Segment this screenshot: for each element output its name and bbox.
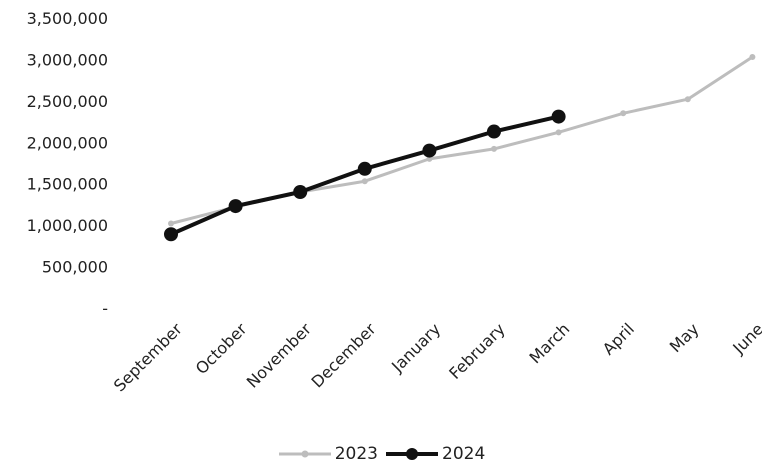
legend-swatch-2023 [278, 450, 331, 458]
point-2023-june [749, 53, 756, 60]
point-2024-february [487, 124, 501, 139]
point-2023-may [684, 96, 691, 103]
y-tick-label: 3,000,000 [27, 50, 108, 69]
point-2024-november [293, 185, 308, 199]
point-2024-march [551, 109, 566, 124]
legend-item-2023: 2023 [277, 444, 378, 464]
point-2024-october [228, 199, 243, 214]
point-2023-march [555, 129, 562, 136]
x-tick-label: January [387, 319, 444, 376]
x-tick-label: September [110, 319, 186, 395]
point-2023-april [620, 110, 627, 117]
x-tick-label: June [728, 319, 762, 358]
y-tick-label: 1,000,000 [27, 216, 108, 235]
x-tick-label: November [243, 319, 316, 392]
y-tick-label: 1,500,000 [27, 175, 108, 194]
series-lines [164, 53, 756, 242]
y-tick-label: 2,000,000 [27, 133, 108, 152]
y-axis-ticks: - 500,000 1,000,000 1,500,000 2,000,000 2,500… [27, 9, 108, 318]
point-2023-december [361, 178, 368, 185]
x-tick-label: May [666, 319, 703, 356]
legend-label-2023: 2023 [334, 444, 378, 464]
y-tick-label: - [102, 299, 108, 318]
x-tick-label: February [445, 319, 509, 383]
y-tick-label: 500,000 [42, 258, 108, 277]
legend-swatch-2024 [386, 448, 438, 460]
point-2023-february [491, 145, 497, 152]
point-2024-january [422, 143, 437, 158]
legend-item-2024: 2024 [384, 444, 485, 464]
legend-label-2024: 2024 [442, 444, 486, 464]
legend: 2023 2024 [0, 444, 762, 464]
y-tick-label: 2,500,000 [27, 92, 108, 111]
x-tick-label: October [192, 319, 251, 378]
y-tick-label: 3,500,000 [27, 9, 108, 28]
x-tick-label: March [525, 319, 573, 367]
point-2024-september [164, 227, 178, 242]
point-2023-september [168, 220, 174, 227]
x-tick-label: April [599, 319, 638, 358]
point-2024-december [357, 161, 372, 176]
x-tick-label: December [308, 319, 380, 391]
